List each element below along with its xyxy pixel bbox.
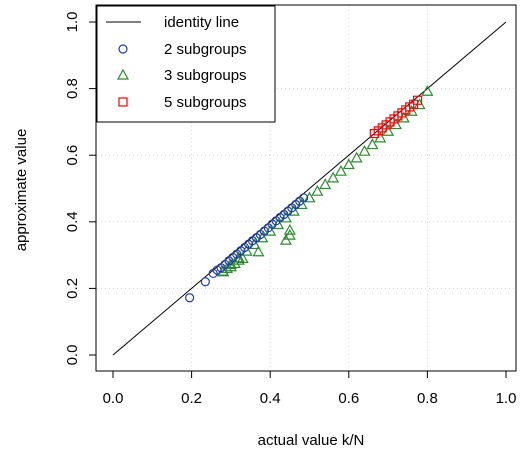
data-point-3-subgroups [319, 178, 332, 190]
x-tick-label: 1.0 [496, 390, 517, 407]
x-tick-label: 0.6 [338, 390, 359, 407]
identity-line-layer [112, 21, 507, 356]
data-point-3-subgroups [382, 124, 395, 136]
data-point-3-subgroups [279, 211, 292, 223]
data-point-3-subgroups [311, 184, 324, 196]
x-tick-label: 0.2 [181, 390, 202, 407]
y-tick-label: 0.4 [64, 211, 81, 232]
data-point-3-subgroups [272, 218, 285, 230]
data-point-3-subgroups [358, 144, 371, 156]
legend-label-5-subgroups: 5 subgroups [164, 94, 247, 111]
data-point-3-subgroups [327, 171, 340, 183]
y-tick-label: 0.6 [64, 145, 81, 166]
legend-label-2-subgroups: 2 subgroups [164, 41, 247, 58]
legend-label-3-subgroups: 3 subgroups [164, 67, 247, 84]
x-tick-label: 0.4 [260, 390, 281, 407]
data-point-3-subgroups [350, 151, 363, 163]
y-axis-label: approximate value [13, 129, 30, 252]
x-tick-label: 0.0 [103, 390, 124, 407]
data-point-3-subgroups [232, 251, 245, 263]
y-tick-label: 0.2 [64, 278, 81, 299]
data-point-3-subgroups [236, 252, 249, 264]
data-point-5-subgroups [412, 95, 423, 105]
data-point-2-subgroups [185, 293, 195, 303]
legend-square-icon [118, 97, 128, 107]
data-points [185, 85, 434, 303]
data-point-3-subgroups [283, 223, 296, 235]
y-axis: 0.0 0.2 0.4 0.6 0.8 1.0 [64, 12, 97, 366]
data-point-3-subgroups [252, 245, 265, 257]
y-tick-label: 1.0 [64, 12, 81, 33]
data-point-3-subgroups [248, 238, 261, 250]
x-axis: 0.0 0.2 0.4 0.6 0.8 1.0 [103, 370, 517, 407]
data-point-3-subgroups [366, 138, 379, 150]
data-point-3-subgroups [334, 164, 347, 176]
legend: identity line 2 subgroups 3 subgroups 5 … [96, 5, 276, 123]
data-point-3-subgroups [421, 85, 434, 96]
x-axis-label: actual value k/N [258, 432, 365, 449]
y-tick-label: 0.0 [64, 345, 81, 366]
data-point-2-subgroups [200, 277, 210, 287]
data-point-3-subgroups [389, 118, 402, 130]
data-point-2-subgroups [299, 193, 309, 203]
data-point-3-subgroups [240, 244, 253, 256]
data-point-3-subgroups [342, 158, 355, 170]
legend-triangle-icon [116, 68, 130, 80]
x-tick-label: 0.8 [417, 390, 438, 407]
legend-label-identity: identity line [164, 14, 239, 31]
legend-circle-icon [118, 44, 128, 54]
identity-line [112, 21, 507, 356]
y-tick-label: 0.8 [64, 78, 81, 99]
